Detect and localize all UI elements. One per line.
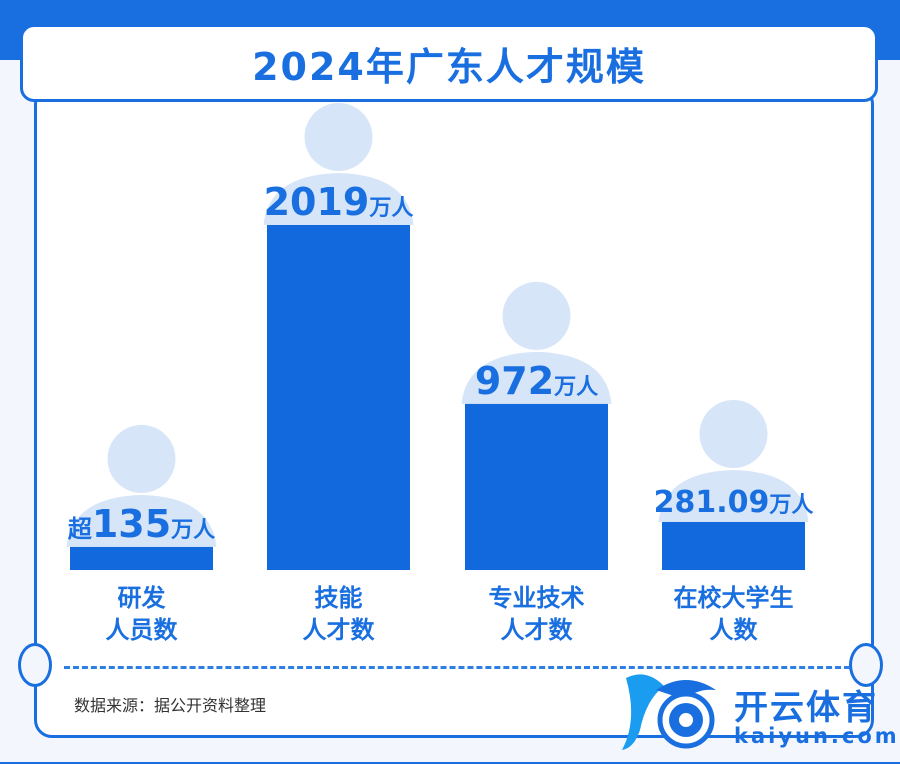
person-head-icon [699,399,768,468]
bar [662,521,805,570]
brand-watermark: 开云体育 kaiyun.com [616,660,897,760]
category-label: 技能 [315,584,363,612]
person-body-icon [658,469,809,522]
person-body-icon [461,351,612,404]
card-notch-left [18,643,52,687]
bar [465,403,608,570]
brand-name-cn: 开云体育 [734,688,878,728]
data-source-note: 数据来源：据公开资料整理 [74,696,267,715]
category-label: 人员数 [106,616,179,644]
page-title: 2024年广东人才规模 [252,44,646,89]
person-body-icon [66,494,217,547]
bar [267,225,410,570]
title-bar: 2024年广东人才规模 [20,24,878,102]
divider-line [64,666,850,669]
category-label: 专业技术 [489,584,585,612]
brand-name-en: kaiyun.com [734,724,900,748]
bar [70,546,213,570]
category-label: 人才数 [303,616,376,644]
person-head-icon [502,281,571,350]
data-label: 超135万人 [68,502,215,546]
data-label: 281.09万人 [654,485,814,520]
category-label: 研发 [118,584,166,612]
brand-logo-icon [622,674,716,750]
category-label: 在校大学生 [674,584,794,612]
person-body-icon [263,173,414,225]
data-label: 972万人 [475,359,598,403]
category-label: 人数 [710,616,759,644]
data-label: 2019万人 [264,180,414,224]
person-head-icon [304,103,373,171]
card-notch-right [849,643,883,687]
category-label: 人才数 [501,616,574,644]
person-head-icon [107,424,176,493]
